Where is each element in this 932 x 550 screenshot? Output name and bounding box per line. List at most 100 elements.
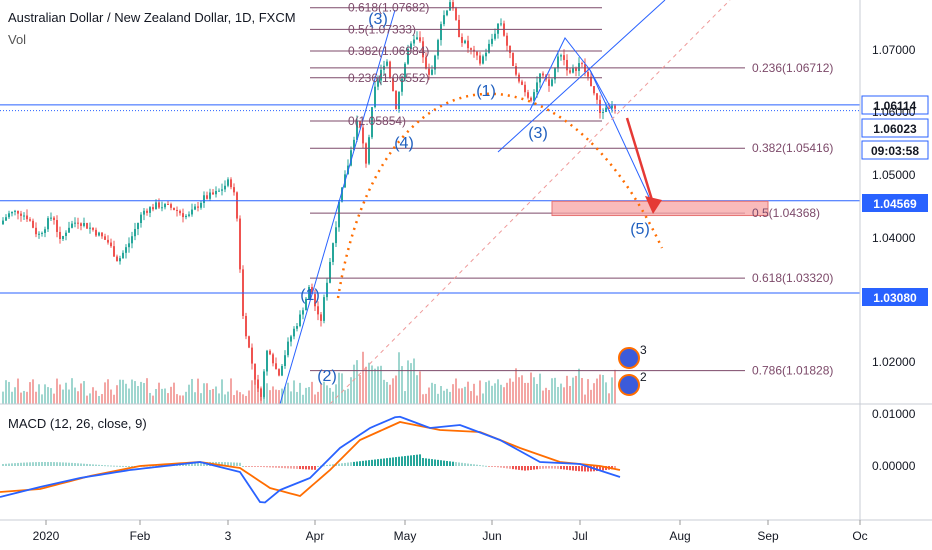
- macd-histogram-bar: [398, 456, 400, 466]
- volume-bar: [389, 384, 391, 404]
- volume-bar: [362, 351, 364, 404]
- candle-body: [509, 45, 511, 53]
- macd-histogram-bar: [572, 466, 574, 471]
- volume-bar: [26, 391, 28, 404]
- time-tick-label: 3: [225, 529, 232, 543]
- volume-bar: [356, 360, 358, 404]
- macd-histogram-bar: [239, 462, 241, 466]
- candle-body: [17, 210, 19, 214]
- candle-body: [356, 121, 358, 140]
- volume-bar: [374, 368, 376, 404]
- volume-bar: [2, 391, 4, 404]
- volume-bar: [503, 387, 505, 404]
- volume-bar: [272, 386, 274, 404]
- volume-bar: [290, 391, 292, 404]
- volume-bar: [302, 394, 304, 404]
- volume-bar: [401, 366, 403, 404]
- volume-bar: [437, 393, 439, 404]
- wave-label: (3): [368, 11, 388, 28]
- macd-histogram-bar: [590, 466, 592, 472]
- volume-bar: [122, 379, 124, 404]
- candle-body: [467, 40, 469, 49]
- macd-histogram-bar: [560, 466, 562, 470]
- macd-histogram-bar: [392, 457, 394, 466]
- candle-body: [323, 297, 325, 321]
- candle-body: [353, 139, 355, 151]
- candle-body: [548, 79, 550, 86]
- volume-bar: [227, 391, 229, 404]
- volume-bar: [68, 389, 70, 404]
- volume-bar: [116, 385, 118, 404]
- macd-histogram-bar: [125, 465, 127, 467]
- candle-body: [26, 215, 28, 220]
- volume-bar: [431, 382, 433, 404]
- candle-body: [263, 371, 265, 397]
- volume-bar: [590, 389, 592, 404]
- macd-histogram-bar: [23, 462, 25, 466]
- macd-histogram-bar: [548, 466, 550, 469]
- macd-histogram-bar: [71, 462, 73, 466]
- candle-body: [560, 55, 562, 57]
- volume-bar: [278, 390, 280, 404]
- volume-bar: [587, 379, 589, 404]
- macd-histogram-bar: [422, 458, 424, 466]
- fib-level-label: 0.382(1.05416): [752, 141, 833, 155]
- macd-histogram-bar: [338, 463, 340, 466]
- volume-bar: [77, 391, 79, 404]
- wave-path: [529, 37, 613, 111]
- candle-body: [206, 195, 208, 199]
- target-arrow: [625, 117, 654, 201]
- fib-level-label: 0.236(1.06712): [752, 61, 833, 75]
- candle-body: [8, 213, 10, 218]
- volume-bar: [74, 387, 76, 404]
- macd-tick-label: 0.01000: [872, 407, 916, 421]
- candle-body: [155, 202, 157, 210]
- candle-body: [401, 78, 403, 92]
- candle-body: [281, 365, 283, 376]
- volume-bar: [413, 358, 415, 404]
- volume-label: Vol: [8, 32, 27, 47]
- candle-body: [362, 127, 364, 144]
- candle-body: [176, 209, 178, 211]
- candle-body: [374, 86, 376, 108]
- macd-histogram-bar: [347, 462, 349, 466]
- macd-histogram-bar: [197, 462, 199, 466]
- candle-body: [407, 48, 409, 64]
- candle-body: [248, 336, 250, 348]
- candle-body: [305, 298, 307, 311]
- volume-bar: [188, 384, 190, 404]
- candle-body: [275, 363, 277, 370]
- candle-body: [284, 355, 286, 366]
- macd-histogram-bar: [416, 454, 418, 466]
- macd-label: MACD (12, 26, close, 9): [8, 416, 147, 431]
- volume-bar: [131, 379, 133, 404]
- volume-bar: [44, 384, 46, 404]
- volume-bar: [8, 381, 10, 404]
- candle-body: [14, 210, 16, 212]
- macd-histogram-bar: [308, 466, 310, 470]
- volume-bar: [224, 394, 226, 404]
- candle-body: [299, 314, 301, 327]
- volume-bar: [203, 383, 205, 404]
- volume-bar: [149, 392, 151, 404]
- macd-histogram-bar: [104, 465, 106, 467]
- volume-bar: [65, 382, 67, 404]
- volume-bar: [308, 387, 310, 404]
- candle-body: [404, 63, 406, 79]
- macd-histogram-bar: [68, 462, 70, 466]
- candle-body: [89, 227, 91, 229]
- macd-histogram-bar: [356, 461, 358, 466]
- candle-body: [536, 82, 538, 93]
- volume-bar: [29, 382, 31, 404]
- macd-histogram-bar: [515, 466, 517, 470]
- candle-body: [224, 185, 226, 190]
- candle-body: [128, 243, 130, 248]
- candle-body: [194, 206, 196, 210]
- macd-histogram-bar: [245, 466, 247, 467]
- candle-body: [65, 232, 67, 236]
- price-tag: [861, 95, 929, 115]
- candle-body: [98, 232, 100, 236]
- candle-body: [254, 363, 256, 380]
- price-tag-label: 1.06023: [873, 122, 917, 136]
